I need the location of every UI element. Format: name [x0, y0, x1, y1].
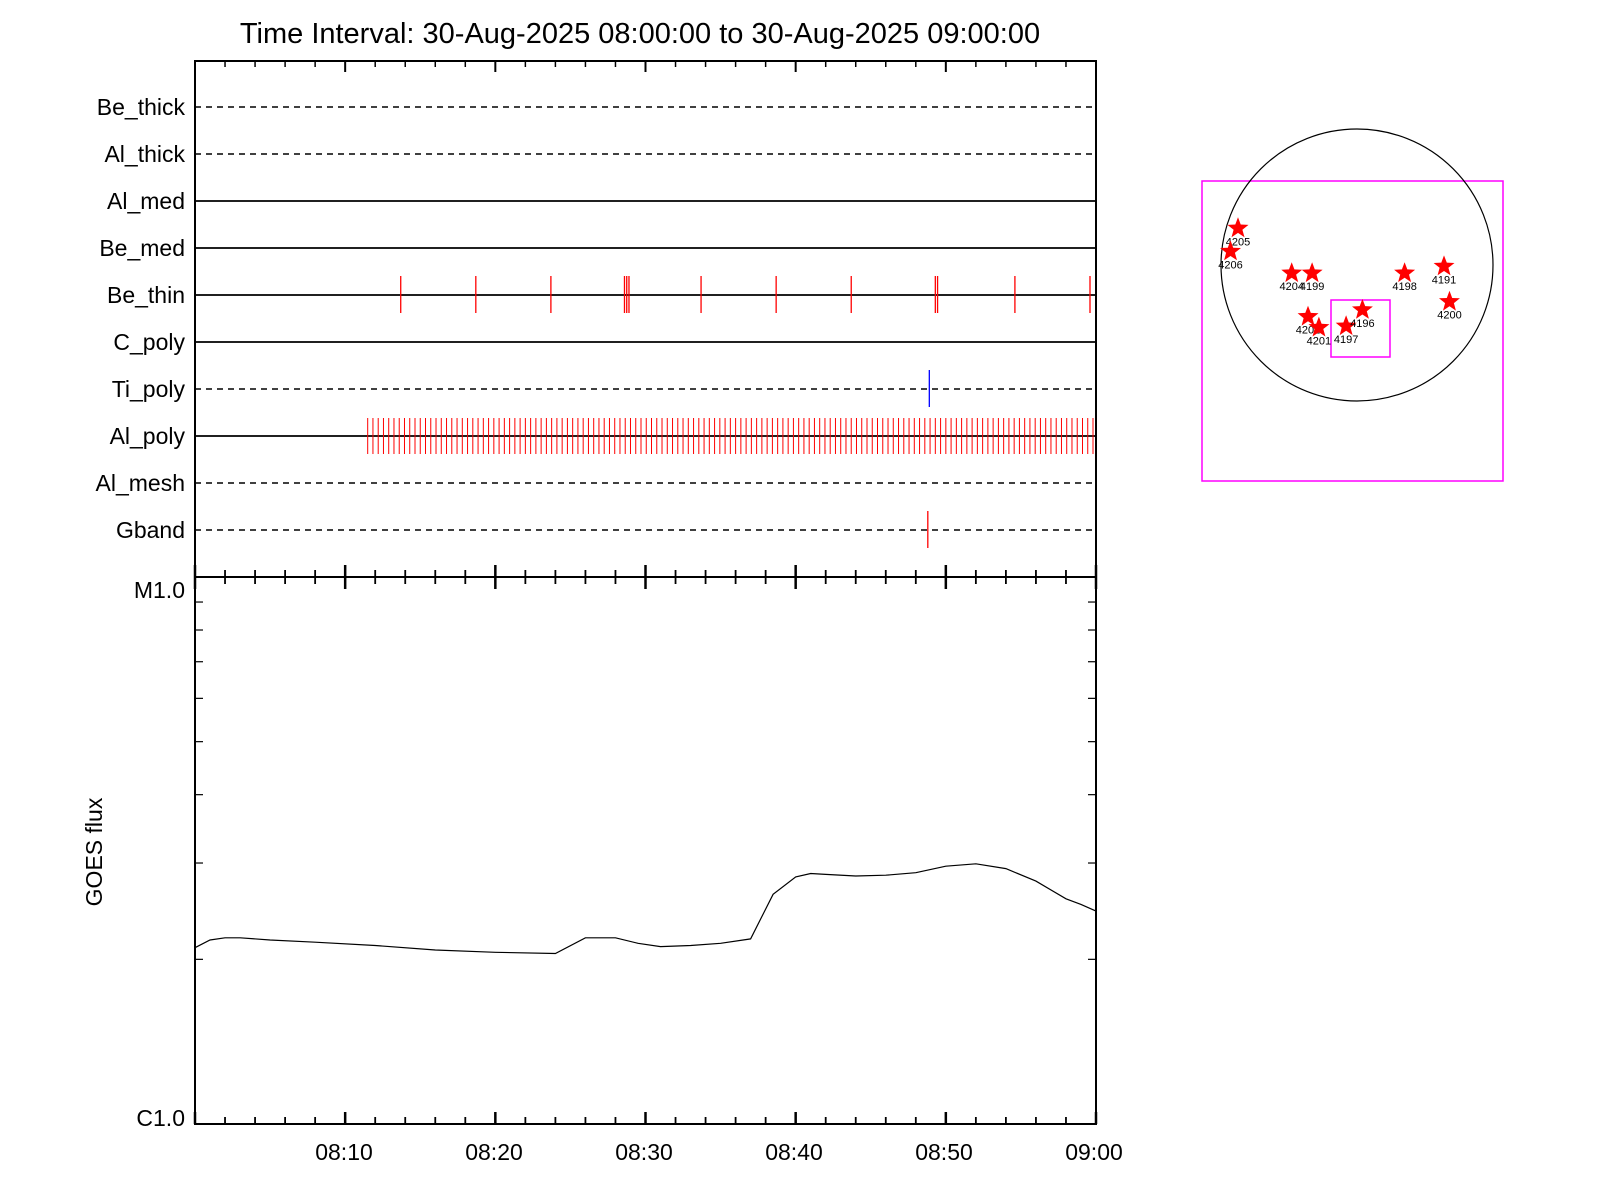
active-region-star — [1352, 298, 1373, 319]
filter-row-label: Al_poly — [110, 423, 186, 449]
filter-row-label: Be_thick — [97, 94, 186, 120]
x-tick-label: 08:50 — [915, 1139, 973, 1165]
active-region-star — [1301, 262, 1323, 283]
x-tick-label: 08:20 — [465, 1139, 523, 1165]
goes-flux-line — [194, 863, 1097, 955]
filter-timeline-panel: Be_thick Al_thick Al_med Be_med Be_thin C_pol… — [96, 60, 1097, 578]
goes-frame — [194, 576, 1097, 1125]
filter-row-label: C_poly — [113, 329, 185, 355]
active-region-label: 4206 — [1218, 259, 1242, 271]
active-region-label: 4199 — [1300, 281, 1324, 293]
x-axis-labels: 08:10 08:20 08:30 08:40 08:50 09:00 — [315, 1139, 1123, 1165]
active-region-label: 4201 — [1307, 336, 1331, 348]
filter-row-label: Gband — [116, 517, 185, 543]
y-tick-label-m1: M1.0 — [134, 577, 185, 603]
filter-row-label: Be_thin — [107, 282, 185, 308]
active-region-box — [1330, 299, 1391, 358]
solar-disk — [1220, 128, 1494, 402]
active-region-label: 4191 — [1432, 274, 1456, 286]
y-tick-label-c1: C1.0 — [136, 1105, 185, 1131]
active-region-star — [1335, 315, 1357, 336]
filter-row-label: Be_med — [99, 235, 185, 261]
field-of-view-box — [1201, 180, 1504, 482]
active-region-star — [1433, 255, 1455, 276]
filter-row-label: Ti_poly — [112, 376, 186, 402]
x-tick-label: 08:40 — [765, 1139, 823, 1165]
active-region-star — [1394, 262, 1416, 283]
x-tick-label: 09:00 — [1065, 1139, 1123, 1165]
active-region-star — [1308, 316, 1330, 337]
y-axis-label: GOES flux — [81, 797, 107, 906]
filter-row-label: Al_thick — [104, 141, 185, 167]
active-region-star — [1227, 217, 1249, 238]
filter-row-label: Al_med — [107, 188, 185, 214]
active-region-label: 4196 — [1350, 318, 1374, 330]
filter-row-label: Al_mesh — [96, 470, 185, 496]
active-region-star — [1281, 262, 1303, 283]
x-tick-label: 08:30 — [615, 1139, 673, 1165]
x-tick-label: 08:10 — [315, 1139, 373, 1165]
active-region-star — [1297, 305, 1319, 326]
active-region-label: 4197 — [1334, 334, 1358, 346]
active-region-label: 4200 — [1437, 310, 1461, 322]
active-region-label: 4204 — [1279, 281, 1303, 293]
active-region-star — [1439, 290, 1460, 311]
goes-flux-panel — [193, 565, 1098, 1125]
active-region-label: 4198 — [1392, 281, 1416, 293]
active-region-star — [1220, 240, 1241, 261]
chart-title: Time Interval: 30-Aug-2025 08:00:00 to 3… — [240, 18, 1040, 50]
timeline-frame — [194, 60, 1097, 578]
